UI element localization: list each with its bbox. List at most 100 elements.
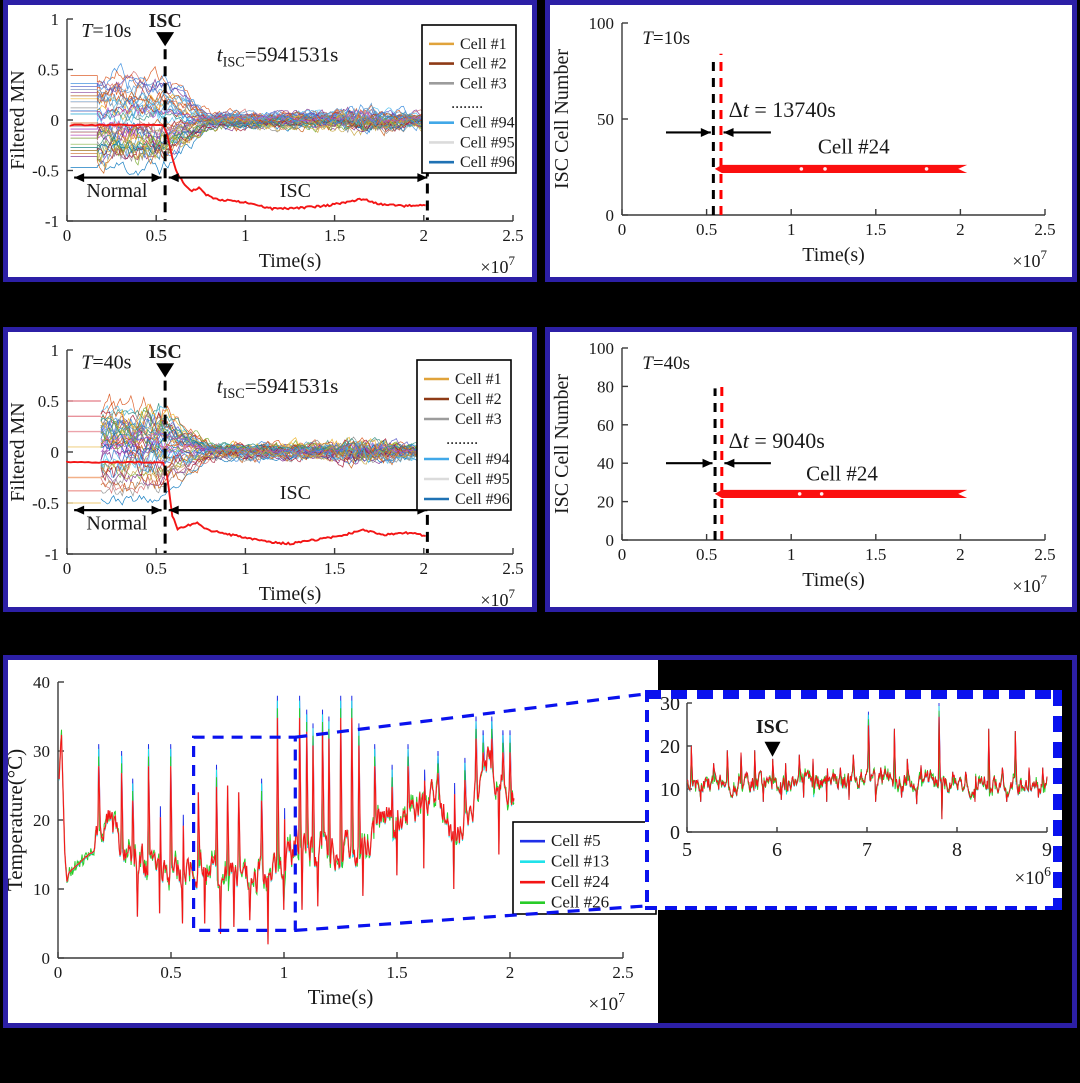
legend-entry-label: Cell #2 <box>460 56 507 73</box>
y-tick-label: 0 <box>606 206 615 225</box>
cell-series-line <box>100 430 427 464</box>
cell-legend: Cell #1 Cell #2 Cell #3........ Cell #94 Cel… <box>421 24 517 174</box>
sampling-period-label: T=10s <box>81 20 131 42</box>
x-axis-exponent: ×107 <box>1012 572 1047 596</box>
y-tick-label: 100 <box>589 14 615 33</box>
legend-entry-label: Cell #96 <box>455 491 510 508</box>
legend-entry-label: Cell #94 <box>460 115 515 132</box>
x-tick-label: 2 <box>956 220 965 239</box>
cell-series-line <box>70 118 428 155</box>
legend-dots-label: ........ <box>451 95 483 112</box>
legend-entry-label: Cell #24 <box>551 872 610 891</box>
legend-entry-label: Cell #3 <box>455 411 502 428</box>
cell-series-line <box>100 417 427 459</box>
sampling-period-label: T=40s <box>81 351 131 373</box>
filtered-mn-t40-canvas: 0 0.5 1 1.5 2 2.5 -1 -0.5 0 0.5 1 Time(s) Filtered M… <box>8 341 524 607</box>
legend-entry-label: Cell #95 <box>455 471 510 488</box>
filtered-mn-t10-canvas: 0 0.5 1 1.5 2 2.5 -1 -0.5 0 0.5 1 Time(s) Filtered M… <box>8 10 524 277</box>
isc-marker-label: ISC <box>148 10 181 32</box>
x-tick-label: 2.5 <box>612 963 633 982</box>
x-tick-label: 2.5 <box>1034 220 1055 239</box>
y-tick-label: 1 <box>51 10 60 29</box>
inset-x-tick-label: 6 <box>772 839 782 861</box>
legend-entry-label: Cell #96 <box>460 154 515 171</box>
axes: 0 0.5 1 1.5 2 2.5 -1 -0.5 0 0.5 1 Time(s) Filtered M… <box>8 10 524 277</box>
y-tick-label: 0 <box>42 949 51 968</box>
y-tick-label: -0.5 <box>32 162 59 181</box>
normal-region-label: Normal <box>86 513 148 535</box>
y-tick-label: 100 <box>589 339 615 358</box>
annotations: ISC T=10s tISC=5941531s Normal ISC <box>74 10 429 220</box>
y-tick-label: 1 <box>51 341 60 360</box>
x-tick-label: 0 <box>63 559 72 578</box>
x-tick-label: 2 <box>506 963 515 982</box>
sampling-period-label: T=10s <box>642 28 690 49</box>
cell-ensemble-series <box>67 393 427 506</box>
legend-entry-label: Cell #3 <box>460 75 507 92</box>
x-tick-label: 0 <box>618 545 627 564</box>
x-tick-label: 2 <box>956 545 965 564</box>
x-axis-exponent: ×107 <box>1012 247 1047 271</box>
inset-x-exponent: ×106 <box>1014 864 1051 889</box>
y-tick-label: 60 <box>597 416 614 435</box>
isc-triangle-marker <box>156 363 175 378</box>
y-axis-label: Temperature(°C) <box>8 749 27 891</box>
band-speckle <box>799 167 804 171</box>
cell-legend: Cell #1 Cell #2 Cell #3........ Cell #94 Cel… <box>416 359 512 511</box>
inset-y-tick-label: 0 <box>670 822 680 844</box>
legend-entry-label: Cell #1 <box>460 36 507 53</box>
cell-series-line <box>70 116 428 159</box>
cell-series-line <box>70 91 428 130</box>
x-tick-label: 1.5 <box>865 545 886 564</box>
delta-t-annotation: Δt = 13740s <box>729 97 836 122</box>
cell-series-line <box>70 98 428 127</box>
cell-series-line <box>100 417 427 453</box>
inset-y-tick-label: 10 <box>660 779 680 801</box>
isc-region-label: ISC <box>280 482 311 504</box>
cell-series-line <box>100 442 427 478</box>
cell-series-line <box>70 116 428 132</box>
axes: 0 0.5 1 1.5 2 2.5 0 20 40 60 80 100 Time(s) ISC Cell … <box>551 339 1056 596</box>
x-tick-label: 1 <box>241 226 250 245</box>
annotations: ISC T=40s tISC=5941531s Normal ISC <box>74 341 429 553</box>
x-tick-label: 0.5 <box>146 226 167 245</box>
y-axis-label: ISC Cell Number <box>551 374 573 514</box>
y-tick-label: 30 <box>33 742 50 761</box>
t-isc-annotation: tISC=5941531s <box>217 374 339 402</box>
panel-isc-cell-t40: 0 0.5 1 1.5 2 2.5 0 20 40 60 80 100 Time(s) ISC Cell … <box>545 327 1077 612</box>
band-speckle <box>924 167 929 171</box>
cell-24-series-line <box>69 123 426 211</box>
legend-entry-label: Cell #1 <box>455 371 502 388</box>
x-tick-label: 2 <box>420 226 429 245</box>
axes: 0 0.5 1 1.5 2 2.5 0 10 20 30 40 Time(s) Temperature(… <box>8 673 634 1015</box>
x-tick-label: 1.5 <box>386 963 407 982</box>
cell-24-detection-band <box>714 164 968 173</box>
cell-24-label: Cell #24 <box>818 135 890 159</box>
isc-marker-label: ISC <box>148 341 181 363</box>
x-tick-label: 2.5 <box>502 559 523 578</box>
y-tick-label: 0 <box>51 443 60 462</box>
x-axis-label: Time(s) <box>308 985 374 1009</box>
cell-series-line <box>70 106 428 145</box>
x-tick-label: 2.5 <box>502 226 523 245</box>
x-tick-label: 1 <box>787 220 796 239</box>
x-tick-label: 0.5 <box>696 545 717 564</box>
temperature-series <box>58 695 515 945</box>
y-axis-label: Filtered MN <box>8 402 29 501</box>
isc-cell-t40-canvas: 0 0.5 1 1.5 2 2.5 0 20 40 60 80 100 Time(s) ISC Cell … <box>551 339 1056 596</box>
x-axis-label: Time(s) <box>259 583 322 605</box>
panel-temperature: 0 0.5 1 1.5 2 2.5 0 10 20 30 40 Time(s) Temperature(… <box>3 655 1077 1028</box>
cell-24-detection-band <box>714 489 968 498</box>
legend-entry-label: Cell #5 <box>551 831 601 850</box>
inset-y-tick-label: 20 <box>660 736 680 758</box>
inset-cell-24-series <box>686 716 1048 820</box>
y-tick-label: 0 <box>606 531 615 550</box>
x-tick-label: 1 <box>280 963 289 982</box>
y-tick-label: 20 <box>33 811 50 830</box>
legend-entry-label: Cell #2 <box>455 391 502 408</box>
cell-series-line <box>70 103 428 123</box>
inset-dashed-border <box>645 690 1062 910</box>
inset-isc-label: ISC <box>756 716 789 738</box>
